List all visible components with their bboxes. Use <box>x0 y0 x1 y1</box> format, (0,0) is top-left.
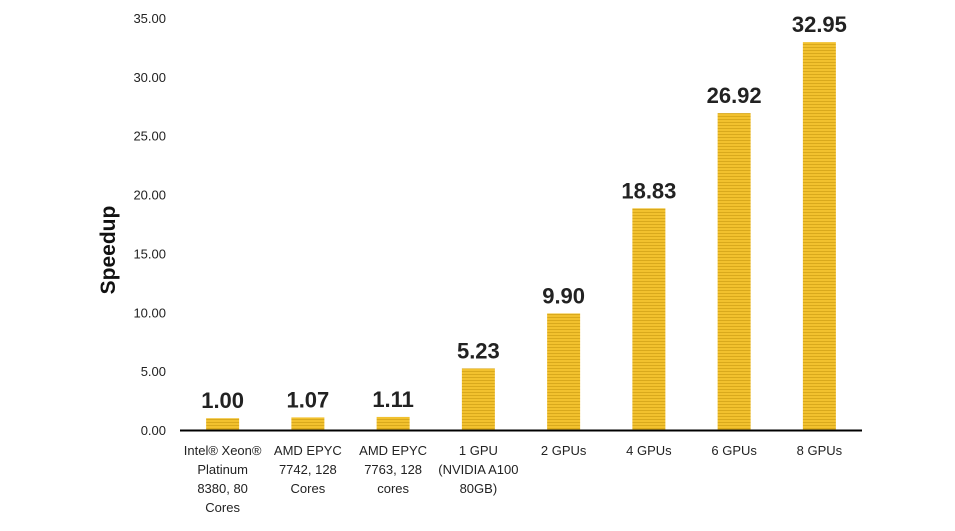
data-label: 1.07 <box>286 387 329 412</box>
x-tick-label-line: 6 GPUs <box>711 443 757 458</box>
bar <box>291 417 325 430</box>
y-tick-label: 30.00 <box>133 70 166 85</box>
x-tick-label-line: AMD EPYC <box>359 443 427 458</box>
x-tick-label: 4 GPUs <box>626 443 672 458</box>
data-labels: 1.00 1.07 1.11 5.23 9.90 18.83 26.92 32.95 <box>201 12 847 413</box>
x-tick-label-line: Cores <box>205 500 240 515</box>
x-tick-label-line: Cores <box>291 481 326 496</box>
x-tick-label-line: 1 GPU <box>459 443 498 458</box>
y-axis: 0.00 5.00 10.00 15.00 20.00 25.00 30.00 35.00 <box>133 11 166 438</box>
y-tick-label: 10.00 <box>133 305 166 320</box>
data-label: 1.00 <box>201 388 244 413</box>
x-tick-label: 2 GPUs <box>541 443 587 458</box>
bar <box>461 368 495 430</box>
x-tick-label-line: cores <box>377 481 409 496</box>
x-tick-label-line: 4 GPUs <box>626 443 672 458</box>
x-tick-label: AMD EPYC 7763, 128 cores <box>359 443 427 496</box>
x-tick-label: AMD EPYC 7742, 128 Cores <box>274 443 342 496</box>
x-tick-label: 1 GPU (NVIDIA A100 80GB) <box>438 443 518 496</box>
bar <box>206 418 240 430</box>
x-tick-label-line: 80GB) <box>460 481 498 496</box>
y-tick-label: 20.00 <box>133 188 166 203</box>
y-tick-label: 35.00 <box>133 11 166 26</box>
x-tick-label-line: 7742, 128 <box>279 462 337 477</box>
x-tick-label: 6 GPUs <box>711 443 757 458</box>
data-label: 5.23 <box>457 338 500 363</box>
x-tick-label-line: 8 GPUs <box>797 443 843 458</box>
x-tick-label-line: AMD EPYC <box>274 443 342 458</box>
y-tick-label: 5.00 <box>141 364 166 379</box>
y-tick-label: 25.00 <box>133 129 166 144</box>
data-label: 26.92 <box>707 83 762 108</box>
bars <box>206 42 836 430</box>
x-tick-label-line: 2 GPUs <box>541 443 587 458</box>
data-label: 32.95 <box>792 12 847 37</box>
bar <box>547 313 581 430</box>
bar <box>717 113 751 430</box>
bar <box>376 416 410 430</box>
x-tick-label-line: 8380, 80 <box>197 481 248 496</box>
x-tick-label: Intel® Xeon® Platinum 8380, 80 Cores <box>184 443 262 515</box>
bar <box>802 42 836 430</box>
x-tick-label-line: Platinum <box>197 462 248 477</box>
y-axis-title: Speedup <box>97 206 120 295</box>
data-label: 1.11 <box>372 387 414 412</box>
x-tick-label-line: 7763, 128 <box>364 462 422 477</box>
data-label: 18.83 <box>621 178 676 203</box>
x-tick-label-line: (NVIDIA A100 <box>438 462 518 477</box>
x-tick-label: 8 GPUs <box>797 443 843 458</box>
bar <box>632 208 666 430</box>
x-tick-label-line: Intel® Xeon® <box>184 443 262 458</box>
data-label: 9.90 <box>542 283 585 308</box>
y-tick-label: 0.00 <box>141 423 166 438</box>
y-tick-label: 15.00 <box>133 246 166 261</box>
